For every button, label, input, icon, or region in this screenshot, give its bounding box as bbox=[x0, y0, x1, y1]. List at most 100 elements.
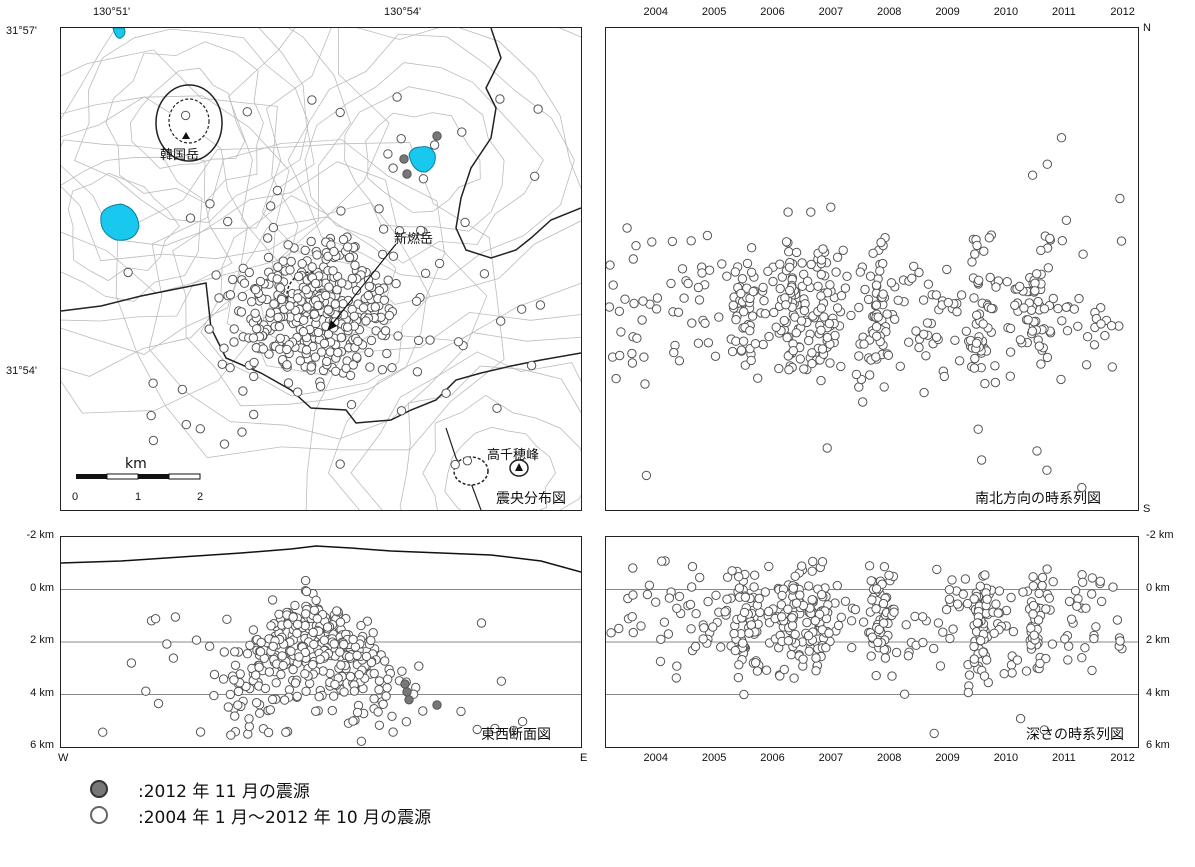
ns-past-event bbox=[667, 236, 678, 247]
ew-past-event bbox=[352, 707, 363, 718]
map-nov2012-epicenter bbox=[432, 131, 442, 141]
takachiho-crater bbox=[453, 456, 489, 486]
ns-past-event bbox=[1073, 321, 1083, 331]
depth-ts-past-event bbox=[804, 581, 814, 591]
map-past-epicenter bbox=[353, 336, 363, 346]
ew-past-event bbox=[170, 612, 181, 622]
depth-ts-past-event bbox=[1015, 713, 1026, 724]
ns-past-event bbox=[1043, 263, 1053, 273]
map-past-epicenter bbox=[312, 250, 322, 260]
ns-past-event bbox=[974, 275, 984, 286]
ns-past-event bbox=[799, 305, 810, 316]
ew-past-event bbox=[209, 690, 219, 701]
depth-ts-past-event bbox=[788, 583, 799, 593]
ew-past-event bbox=[401, 717, 412, 727]
ew-past-event bbox=[222, 614, 232, 625]
map-past-epicenter bbox=[228, 274, 238, 285]
ns-past-event bbox=[1019, 303, 1029, 313]
depth-ts-past-event bbox=[695, 572, 705, 583]
depth-ts-past-event bbox=[628, 590, 638, 600]
ns-past-event bbox=[722, 271, 732, 281]
depth-ts-past-event bbox=[808, 556, 818, 567]
depth-ts-past-event bbox=[1066, 614, 1077, 624]
depth-ts-past-event bbox=[944, 594, 955, 604]
map-past-epicenter bbox=[255, 276, 266, 287]
year-tick-label: 2011 bbox=[1052, 6, 1076, 18]
ns-past-event bbox=[717, 259, 727, 269]
depth-ts-past-event bbox=[840, 596, 851, 607]
ns-past-event bbox=[1053, 303, 1063, 314]
ew-past-event bbox=[383, 674, 393, 684]
ew-past-event bbox=[162, 639, 172, 649]
ns-past-event bbox=[666, 278, 676, 289]
map-past-epicenter bbox=[237, 427, 247, 437]
topography-profile-line bbox=[61, 545, 581, 573]
ns-past-event bbox=[984, 233, 994, 243]
ns-past-event bbox=[673, 307, 684, 317]
ns-past-event bbox=[942, 264, 952, 275]
map-past-epicenter bbox=[325, 347, 335, 357]
map-hypocenters bbox=[123, 92, 546, 470]
depth-ts-past-event bbox=[1044, 593, 1054, 603]
depth-ts-past-event bbox=[1028, 600, 1039, 611]
depth-ts-past-event bbox=[1034, 588, 1044, 599]
ns-past-event bbox=[731, 315, 741, 325]
map-past-epicenter bbox=[250, 308, 260, 318]
ew-past-event bbox=[265, 705, 276, 715]
map-past-epicenter bbox=[383, 149, 393, 159]
depth-ts-past-event bbox=[1041, 604, 1051, 614]
ns-past-event bbox=[822, 332, 833, 343]
ns-past-event bbox=[832, 303, 843, 313]
ns-timeseries-plot bbox=[606, 133, 1127, 493]
map-past-epicenter bbox=[358, 303, 369, 313]
map-past-epicenter bbox=[324, 282, 334, 292]
ns-past-event bbox=[883, 350, 894, 360]
depth-ts-past-event bbox=[764, 561, 774, 572]
depth-ts-past-event bbox=[889, 607, 899, 617]
depth-ts-past-event bbox=[847, 642, 857, 653]
ns-past-event bbox=[952, 307, 962, 317]
ns-past-event bbox=[806, 259, 816, 270]
ns-past-event bbox=[1077, 482, 1087, 493]
depth-ts-past-event bbox=[750, 658, 761, 668]
ns-past-event bbox=[1023, 315, 1033, 325]
ew-section-plot bbox=[61, 545, 581, 747]
ns-past-event bbox=[750, 339, 761, 349]
ew-past-event bbox=[288, 612, 298, 622]
ns-past-event bbox=[836, 291, 847, 301]
map-past-epicenter bbox=[336, 332, 346, 343]
map-past-epicenter bbox=[263, 252, 274, 263]
depth-ts-past-event bbox=[722, 594, 732, 604]
depth-ts-past-event bbox=[929, 643, 939, 654]
depth-ts-past-event bbox=[790, 629, 800, 640]
ew-past-event bbox=[266, 621, 276, 631]
ns-past-event bbox=[1036, 359, 1046, 369]
map-past-epicenter bbox=[378, 249, 388, 260]
depth-ts-past-event bbox=[969, 654, 979, 664]
depth-ts-past-event bbox=[1087, 573, 1097, 583]
map-past-epicenter bbox=[252, 324, 262, 334]
ew-past-event bbox=[248, 625, 259, 635]
contour-line bbox=[148, 139, 488, 440]
ns-past-event bbox=[972, 310, 982, 320]
ns-past-event bbox=[622, 223, 632, 233]
ew-west-label: W bbox=[58, 752, 69, 764]
depth-ts-past-event bbox=[982, 655, 992, 665]
year-tick-label: 2007 bbox=[818, 752, 844, 764]
ns-past-event bbox=[865, 370, 875, 380]
ew-past-event bbox=[329, 691, 339, 701]
map-past-epicenter bbox=[275, 283, 286, 293]
ns-past-event bbox=[875, 266, 885, 276]
ew-past-event bbox=[288, 664, 298, 675]
ew-past-event bbox=[300, 620, 310, 631]
ns-past-event bbox=[1005, 371, 1015, 381]
ew-past-event bbox=[264, 667, 275, 677]
map-past-epicenter bbox=[346, 399, 357, 410]
depth-ts-past-event bbox=[729, 628, 739, 639]
depth-ts-past-event bbox=[964, 670, 975, 680]
ns-past-event bbox=[1036, 245, 1046, 256]
scale-tick-2: 2 bbox=[197, 491, 204, 503]
shinmoe-label: 新燃岳 bbox=[394, 232, 434, 247]
ns-past-event bbox=[807, 358, 817, 369]
depth-ts-past-event bbox=[871, 604, 881, 614]
